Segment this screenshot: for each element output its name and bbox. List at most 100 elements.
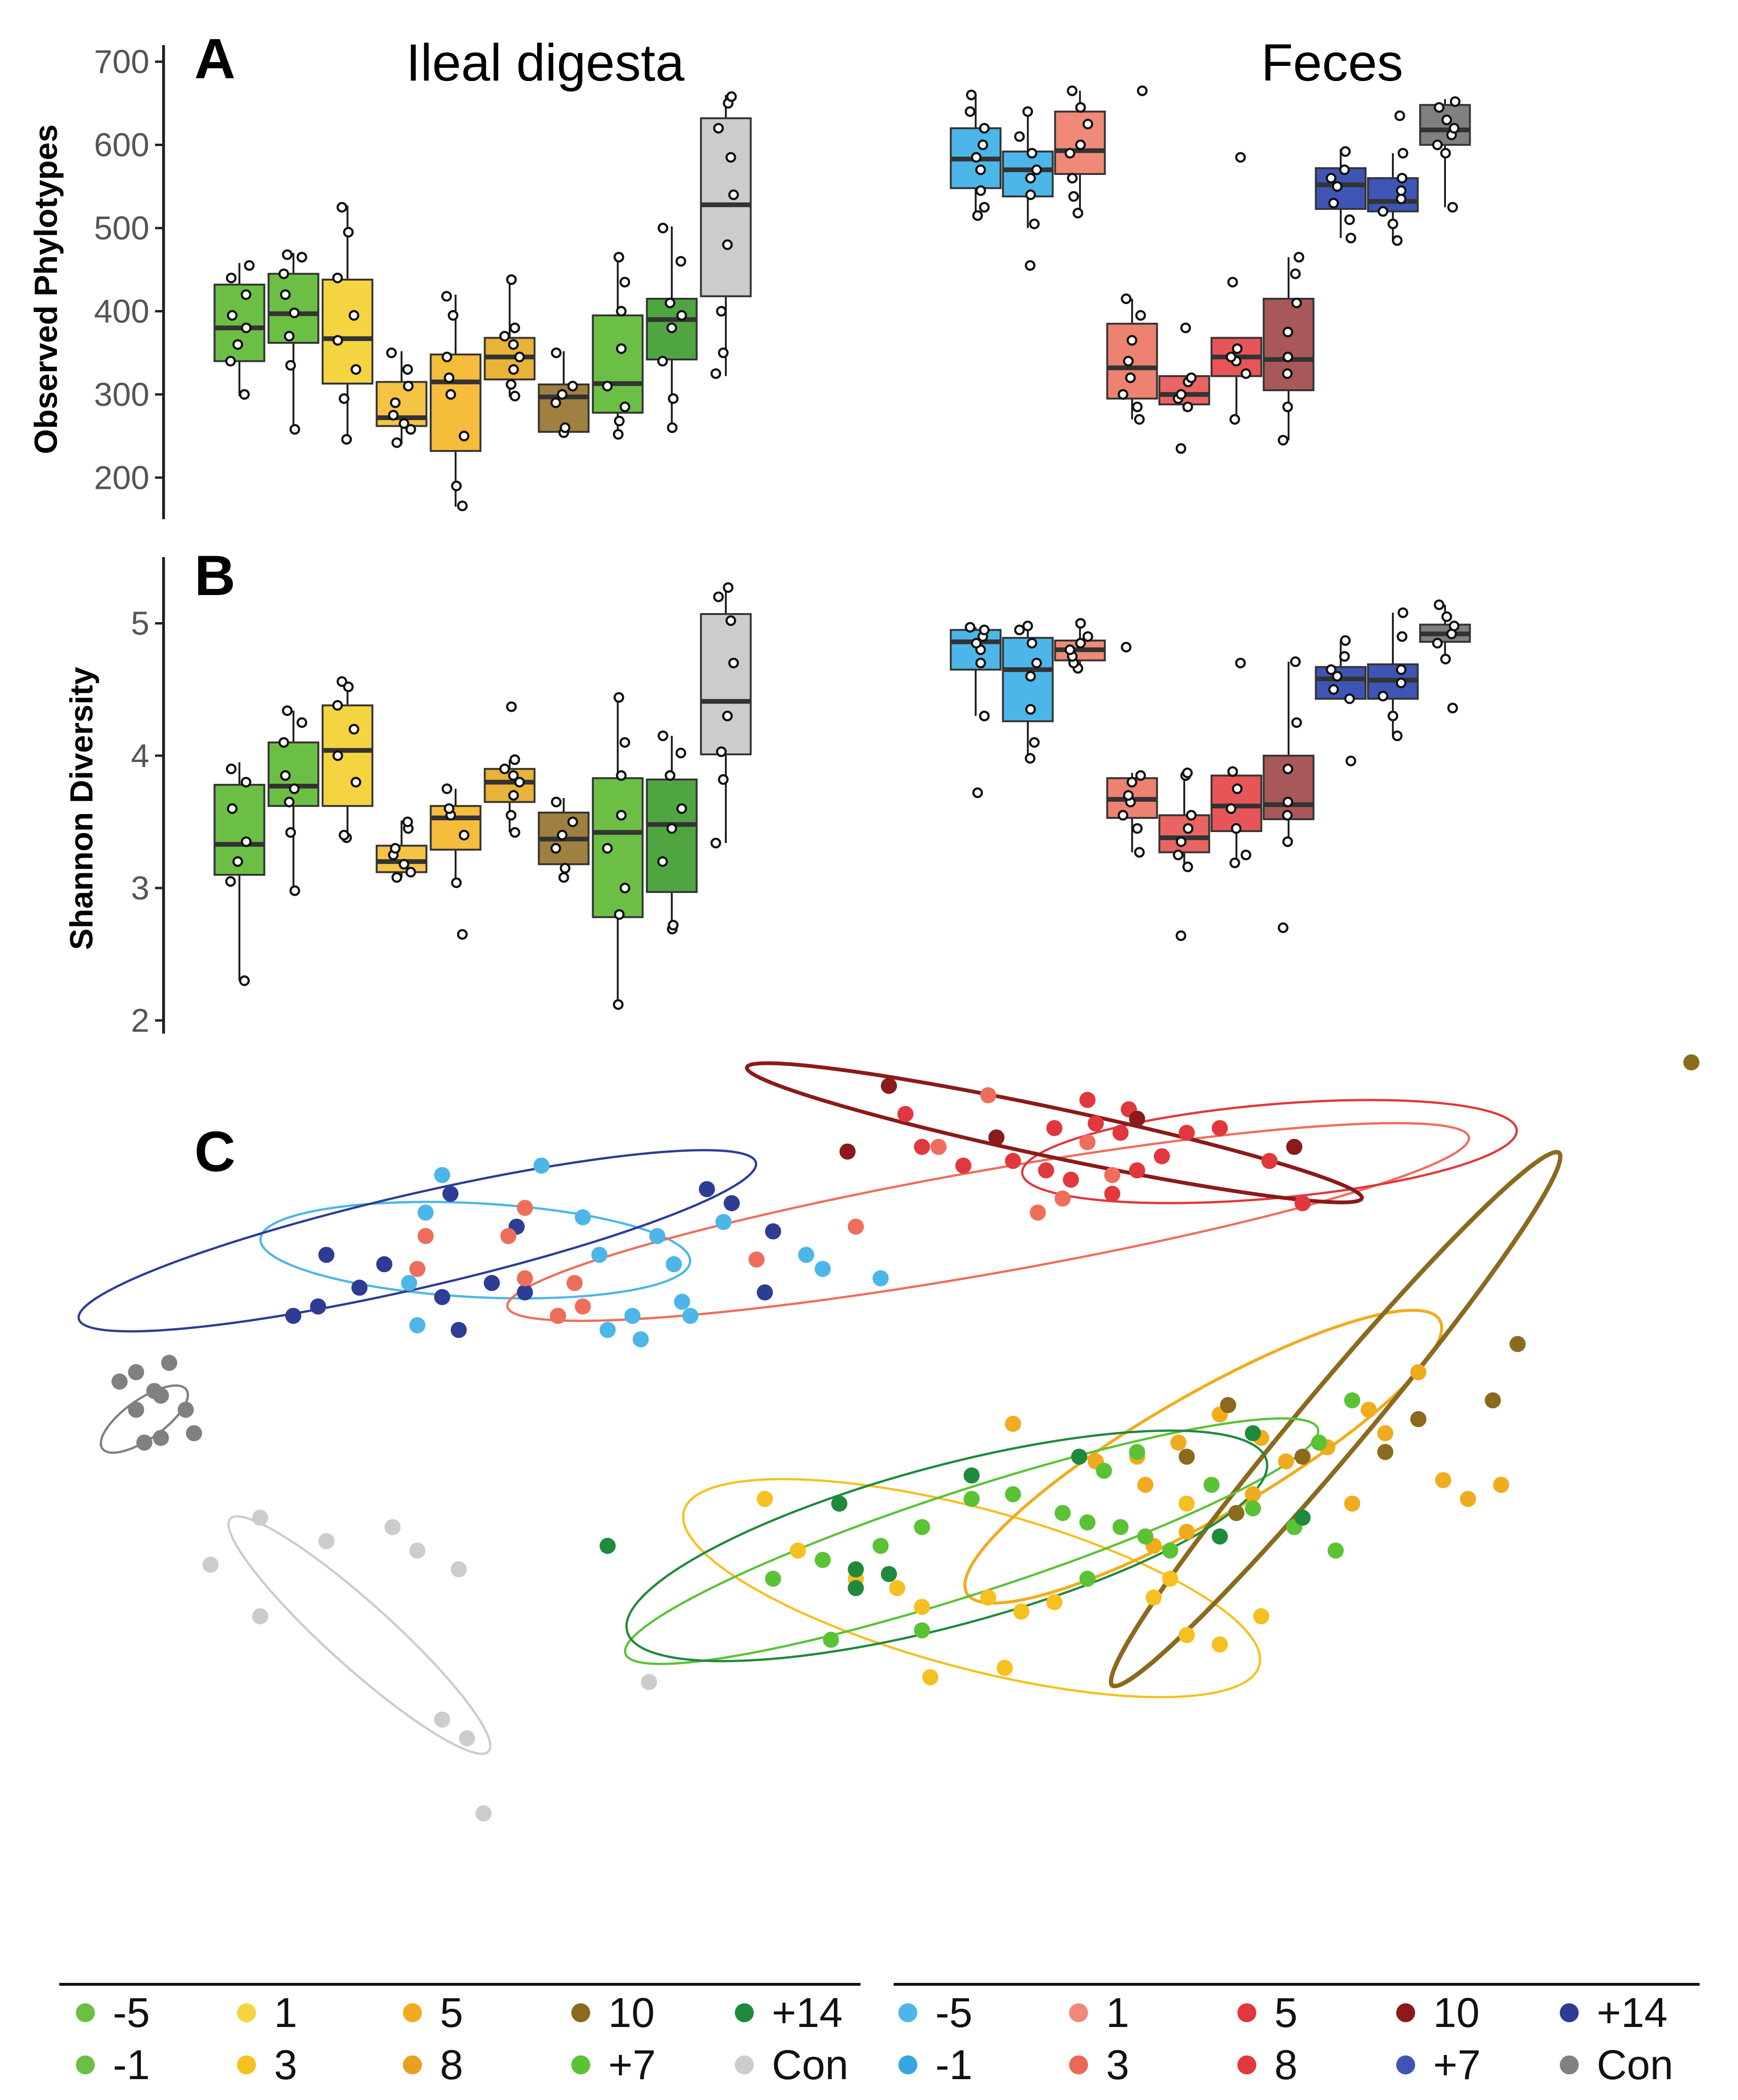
data-point — [1029, 737, 1040, 748]
data-point — [451, 480, 462, 492]
data-point — [676, 803, 687, 814]
data-point — [332, 700, 343, 711]
scatter-point — [1054, 1505, 1071, 1521]
data-point — [567, 816, 578, 827]
data-point — [514, 777, 525, 788]
data-point — [970, 638, 982, 649]
legend-label: Con — [1597, 2041, 1673, 2088]
data-point — [1123, 356, 1134, 367]
scatter-point — [575, 1209, 591, 1226]
data-point — [1344, 214, 1355, 225]
data-point — [509, 322, 521, 333]
data-point — [285, 360, 296, 371]
legend-swatch — [237, 2003, 256, 2022]
data-point — [1449, 123, 1460, 134]
data-point — [444, 372, 455, 384]
legend-item: +14 — [735, 1989, 842, 2036]
data-point — [1282, 810, 1293, 821]
scatter-point — [1361, 1402, 1377, 1418]
box-feces-8 — [1210, 152, 1262, 425]
data-point — [402, 816, 413, 827]
data-point — [1235, 658, 1246, 669]
scatter-point — [1212, 1120, 1228, 1137]
scatter-point — [823, 1632, 839, 1648]
panel-b-label: B — [194, 544, 236, 607]
data-point — [1186, 810, 1197, 821]
heading-feces: Feces — [1261, 34, 1403, 92]
legend-label: 1 — [1106, 1989, 1129, 2036]
scatter-point — [1344, 1495, 1361, 1512]
scatter-point — [1683, 1054, 1700, 1071]
box-ileal-Con — [700, 91, 752, 379]
data-point — [1232, 343, 1243, 354]
scatter-point — [442, 1185, 459, 1202]
data-point — [614, 415, 625, 427]
scatter-point — [1088, 1115, 1104, 1132]
data-point — [391, 872, 402, 883]
data-point — [505, 379, 517, 390]
data-point — [550, 397, 561, 408]
data-point — [602, 843, 613, 854]
scatter-point — [1435, 1472, 1452, 1488]
scatter-point — [128, 1402, 145, 1418]
data-point — [718, 774, 729, 785]
data-point — [668, 393, 679, 404]
data-point — [557, 389, 568, 400]
data-point — [350, 364, 361, 375]
data-point — [1075, 618, 1086, 629]
data-point — [1123, 790, 1134, 801]
scatter-point — [1162, 1542, 1179, 1559]
legend-swatch — [1237, 2003, 1256, 2022]
data-point — [1180, 322, 1191, 333]
data-point — [508, 339, 519, 350]
data-point — [1121, 642, 1132, 653]
scatter-point — [881, 1566, 897, 1582]
scatter-point — [1079, 1570, 1096, 1587]
data-point — [1229, 414, 1240, 425]
scatter-point — [136, 1434, 153, 1451]
data-point — [1082, 631, 1093, 642]
scatter-point — [1344, 1392, 1361, 1409]
data-point — [289, 783, 300, 794]
scatter-point — [1104, 1185, 1121, 1202]
box-feces-10 — [1262, 252, 1315, 446]
scatter-point — [1046, 1594, 1062, 1611]
box-rect — [430, 805, 482, 851]
ellipse-ileal-1-3 — [682, 1478, 1262, 1698]
data-point — [1345, 755, 1356, 767]
scatter-point — [1046, 1120, 1062, 1137]
data-point — [1132, 401, 1143, 413]
data-point — [405, 867, 416, 878]
data-point — [657, 856, 668, 867]
data-point — [723, 582, 734, 593]
legend-item: 3 — [1069, 2041, 1129, 2088]
legend-swatch — [76, 2003, 95, 2022]
scatter-point — [285, 1308, 302, 1324]
data-point — [239, 975, 250, 986]
scatter-point — [409, 1317, 426, 1333]
data-point — [1026, 147, 1037, 159]
legend-item: 5 — [1237, 1989, 1298, 2036]
data-point — [1293, 252, 1305, 263]
box-rect — [592, 777, 644, 918]
legend-item: 8 — [1237, 2041, 1298, 2088]
data-point — [1432, 638, 1443, 649]
data-point — [1137, 85, 1148, 96]
data-point — [226, 272, 237, 284]
data-point — [966, 90, 977, 101]
data-point — [1326, 664, 1336, 675]
data-point — [675, 256, 686, 267]
data-point — [667, 422, 678, 433]
data-point — [550, 843, 561, 854]
scatter-point — [1137, 1528, 1153, 1545]
scatter-point — [1212, 1636, 1228, 1653]
scatter-point — [790, 1542, 806, 1559]
data-point — [441, 351, 453, 363]
legend-label: 10 — [1433, 1989, 1480, 2036]
data-point — [1340, 146, 1351, 157]
data-point — [1182, 767, 1193, 779]
scatter-point — [409, 1261, 426, 1277]
data-point — [1075, 638, 1086, 649]
scatter-point — [666, 1256, 682, 1273]
legend-swatch — [571, 2055, 590, 2074]
